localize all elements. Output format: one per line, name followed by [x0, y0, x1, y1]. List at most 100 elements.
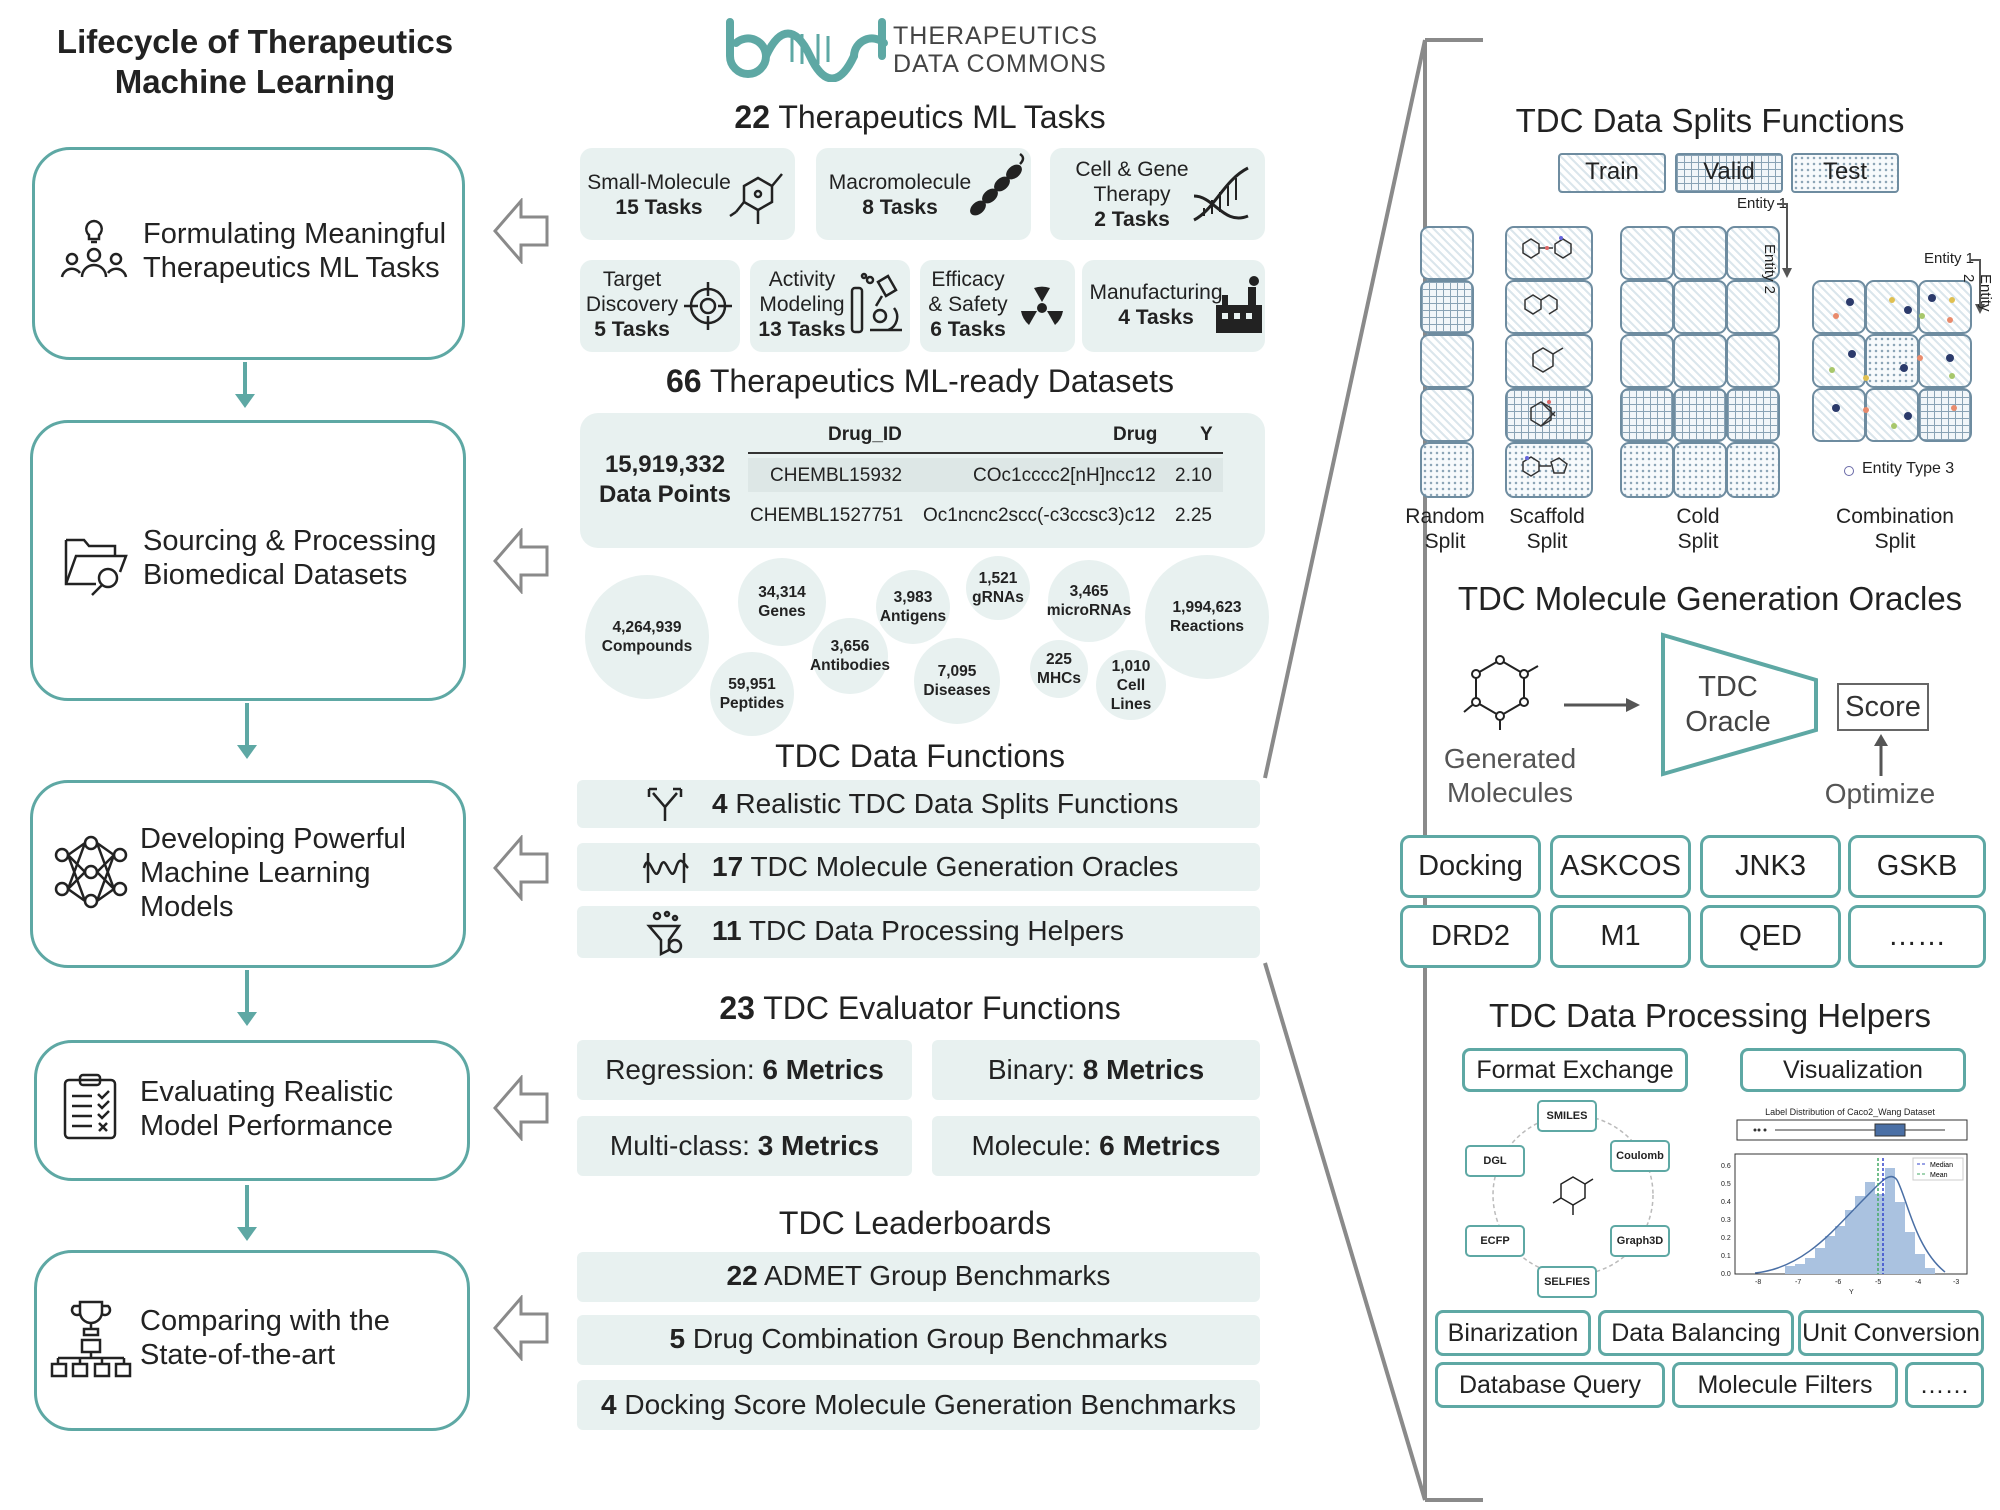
bubble-num: 3,983	[893, 589, 933, 606]
plot-title: Label Distribution of Caco2_Wang Dataset	[1765, 1107, 1935, 1117]
split-cell	[1812, 280, 1866, 334]
helper-box: ……	[1905, 1362, 1984, 1408]
generated-line2: Molecules	[1446, 777, 1574, 808]
task-small-molecule-count: 15 Tasks	[615, 196, 703, 219]
split-label-line: Combination	[1836, 505, 1954, 528]
helpers-title: TDC Data Processing Helpers	[1489, 997, 1931, 1034]
plot-ytick: 0.1	[1721, 1253, 1731, 1260]
task-macromolecule-name: Macromolecule	[828, 171, 972, 194]
leaderboard-admet	[577, 1252, 1260, 1302]
task-chip-activity-modeling	[750, 260, 910, 352]
plot-xtick: -6	[1835, 1279, 1841, 1286]
plot-xtick: -4	[1915, 1279, 1921, 1286]
arrow-left-3	[493, 835, 549, 901]
entity2-label-cold: Entity 2	[1761, 244, 1778, 295]
entity3-label: Entity Type 3	[1862, 460, 1955, 477]
bubble-mhcs: 225 MHCs	[1030, 640, 1088, 698]
split-cell	[1918, 388, 1972, 442]
evaluator-name: Molecule:	[971, 1130, 1100, 1161]
function-splits-count: 4	[712, 788, 728, 819]
table-row: CHEMBL1527751 Oc1ncnc2scc(-c3ccsc3)c12 2…	[748, 498, 1223, 532]
functions-title: TDC Data Functions	[775, 738, 1065, 774]
plot-xtick: -5	[1875, 1279, 1881, 1286]
factory-icon	[1216, 276, 1262, 333]
split-cell	[1726, 280, 1780, 334]
oracle-line1: TDC	[1698, 671, 1758, 703]
split-cell	[1505, 226, 1593, 280]
stage3-line2: Machine Learning	[140, 857, 371, 889]
evaluator-metrics: 8 Metrics	[1082, 1054, 1205, 1085]
oracle-box: DRD2	[1400, 905, 1541, 968]
entity-arrow-icon	[1970, 259, 1985, 314]
helper-box: Unit Conversion	[1798, 1310, 1984, 1356]
format-chip: Graph3D	[1610, 1225, 1670, 1257]
task-small-molecule-name: Small-Molecule	[587, 171, 731, 194]
split-label-line: Cold	[1676, 505, 1720, 528]
bubble-num: 4,264,939	[612, 619, 682, 636]
bubble-num: 3,465	[1069, 583, 1109, 600]
bubble-label: Cell	[1116, 676, 1146, 694]
evaluator-regression-label: Regression: 6 Metrics	[577, 1054, 912, 1086]
stage2-line2: Biomedical Datasets	[143, 559, 408, 591]
datasets-title: 66 Therapeutics ML-ready Datasets	[580, 363, 1260, 400]
arrow-up-icon	[1874, 734, 1888, 776]
evaluators-title: 23 TDC Evaluator Functions	[580, 990, 1260, 1027]
trophy-hierarchy-icon	[50, 1300, 132, 1378]
stage-comparing	[34, 1250, 470, 1431]
task-chip-efficacy-safety	[920, 260, 1075, 352]
bubble-reactions: 1,994,623 Reactions	[1145, 555, 1269, 679]
format-chip: SELFIES	[1537, 1266, 1597, 1298]
task-activity-name2: Modeling	[759, 293, 845, 316]
plot-ytick: 0.3	[1721, 1217, 1731, 1224]
stage4-line2: Model Performance	[140, 1110, 394, 1142]
evaluator-name: Multi-class:	[609, 1130, 758, 1161]
bubble-antigens: 3,983 Antigens	[876, 570, 950, 644]
split-cell	[1620, 226, 1674, 280]
split-cell	[1505, 280, 1593, 334]
function-oracles-text: TDC Molecule Generation Oracles	[750, 851, 1179, 882]
entity3-circle	[1844, 466, 1854, 476]
tasks-count: 22	[734, 99, 771, 135]
bubble-label: Diseases	[923, 682, 991, 699]
leaderboards-title: TDC Leaderboards	[778, 1205, 1052, 1241]
funnel-gear-icon	[646, 910, 683, 956]
bubble-label: Peptides	[719, 695, 785, 712]
split-cell	[1620, 280, 1674, 334]
oracle-box: M1	[1550, 905, 1691, 968]
stage-developing-label: Developing Powerful Machine Learning Mod…	[140, 822, 406, 924]
table-cell: 2.25	[1175, 505, 1212, 526]
arrow-right-icon	[1564, 698, 1640, 712]
entity1-label-cold: Entity 1	[1737, 195, 1788, 212]
task-macromolecule-text: Macromolecule 8 Tasks	[820, 170, 980, 220]
split-cell	[1420, 280, 1474, 334]
function-bar-oracles	[577, 843, 1260, 891]
plot-xtick: -8	[1755, 1279, 1761, 1286]
task-small-molecule-text: Small-Molecule 15 Tasks	[584, 170, 734, 220]
logo-line1: THERAPEUTICS	[893, 22, 1099, 50]
split-arrows-icon	[647, 787, 683, 821]
oracle-box: ASKCOS	[1550, 835, 1691, 898]
split-cell	[1673, 334, 1727, 388]
task-activity-name1: Activity	[768, 268, 836, 291]
table-header: Drug_ID Drug Y	[748, 424, 1223, 450]
stage-formulating	[32, 147, 465, 360]
tasks-title-text: Therapeutics ML Tasks	[778, 99, 1106, 135]
oracle-box: JNK3	[1700, 835, 1841, 898]
arrow-left-2	[493, 528, 549, 594]
split-cell	[1918, 334, 1972, 388]
evaluator-regression	[577, 1040, 912, 1100]
legend-valid	[1675, 153, 1783, 193]
folder-search-icon	[64, 538, 128, 596]
split-cell	[1420, 442, 1474, 498]
logo-text: THERAPEUTICS DATA COMMONS	[893, 22, 1107, 78]
arrow-down-1	[235, 362, 255, 408]
function-helpers-label: 11 TDC Data Processing Helpers	[712, 915, 1124, 947]
task-cell-gene-name1: Cell & Gene	[1075, 158, 1189, 181]
plot-xtick: -3	[1953, 1279, 1959, 1286]
bubble-cell-lines: 1,010 Cell Lines	[1096, 650, 1166, 720]
evaluators-count: 23	[719, 990, 755, 1026]
leaderboard-count: 22	[726, 1260, 758, 1291]
leaderboard-drug-combination-label: 5 Drug Combination Group Benchmarks	[577, 1323, 1260, 1355]
arrow-left-1	[493, 198, 549, 264]
bubble-label: Antibodies	[809, 657, 891, 674]
